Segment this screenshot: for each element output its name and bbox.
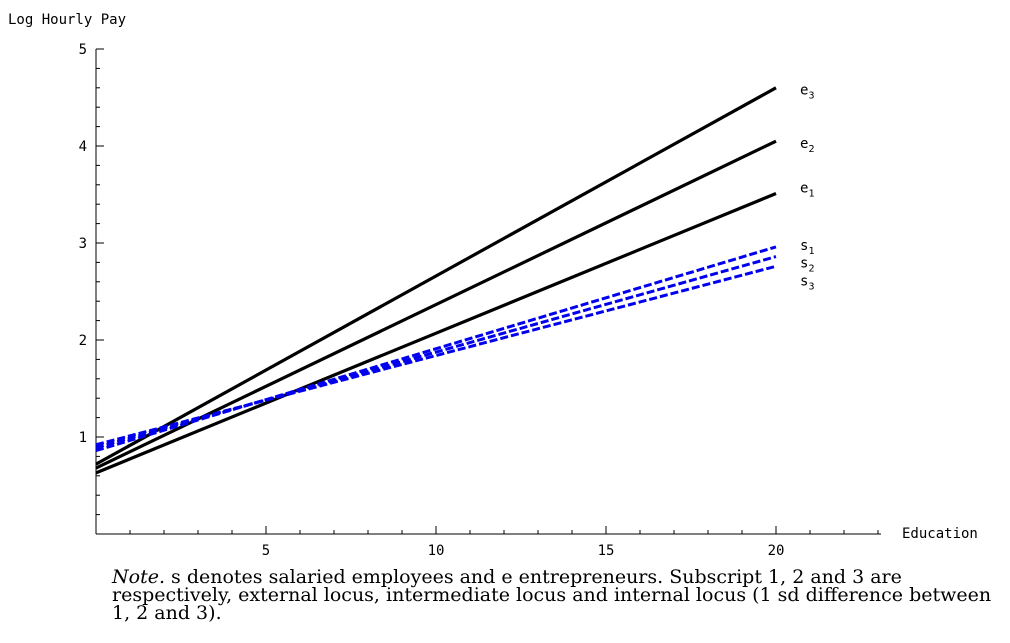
x-tick-label: 5 [262,543,270,559]
series-lines [95,86,777,475]
series-label-subscript: 2 [808,144,814,155]
series-label-subscript: 1 [808,189,814,200]
series-label-base: e [800,181,808,197]
x-axis-label: Education [902,526,978,542]
series-label-base: s [800,238,808,254]
y-axis-label: Log Hourly Pay [8,12,126,28]
series-label-base: s [800,255,808,271]
series-label-e2: e2 [800,136,814,155]
y-tick-label: 1 [79,430,87,446]
series-label-s2: s2 [800,255,814,274]
series-label-e3: e3 [800,83,814,102]
series-label-subscript: 3 [808,91,814,102]
series-label-s3: s3 [800,274,814,293]
y-tick-label: 4 [79,139,87,155]
x-tick-label: 20 [768,543,785,559]
y-tick-label: 3 [79,236,87,252]
series-line-s1 [95,245,777,453]
series-label-subscript: 2 [808,263,814,274]
series-label-base: e [800,136,808,152]
series-line-e1 [95,192,777,475]
series-label-s1: s1 [800,238,814,257]
y-tick-label: 5 [79,42,87,58]
note-text: s denotes salaried employees and e entre… [112,566,992,624]
ticks: 5 10 15 20 1 2 3 4 5 [79,42,879,559]
series-line-s3 [95,264,777,447]
figure-note: Note. s denotes salaried employees and e… [112,566,992,624]
series-label-subscript: 3 [808,282,814,293]
note-head: Note. [112,566,165,588]
series-label-base: e [800,83,808,99]
axes [95,49,881,535]
series-label-subscript: 1 [808,246,814,257]
series-label-base: s [800,274,808,290]
x-tick-label: 15 [598,543,615,559]
y-tick-label: 2 [79,333,87,349]
series-line-e3 [95,86,777,466]
x-tick-label: 10 [428,543,445,559]
series-label-e1: e1 [800,181,814,200]
